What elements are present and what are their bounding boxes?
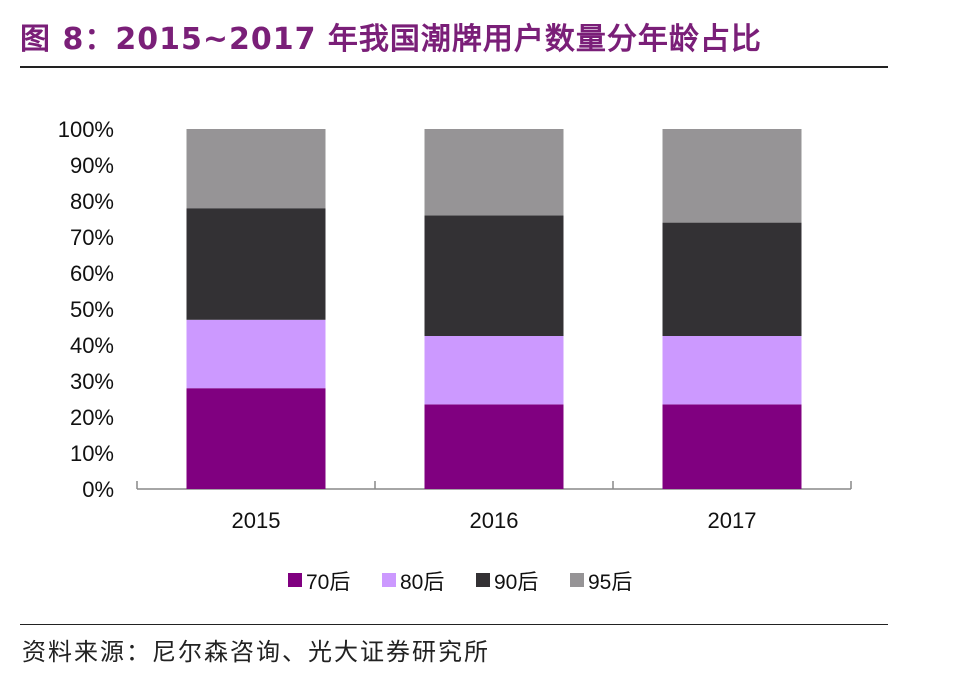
source-divider xyxy=(20,624,888,625)
y-tick-label: 40% xyxy=(70,333,114,358)
source-note: 资料来源：尼尔森咨询、光大证券研究所 xyxy=(22,638,490,666)
bar-segment-2016-2 xyxy=(424,215,564,336)
bar-segment-2015-3 xyxy=(186,129,326,209)
legend-swatch-3 xyxy=(570,573,584,587)
y-tick-label: 30% xyxy=(70,369,114,394)
y-tick-label: 80% xyxy=(70,189,114,214)
y-tick-label: 70% xyxy=(70,225,114,250)
bar-segment-2015-1 xyxy=(186,319,326,389)
y-tick-label: 10% xyxy=(70,441,114,466)
bar-segment-2015-0 xyxy=(186,388,326,489)
x-tick-label: 2017 xyxy=(708,508,757,533)
title-divider xyxy=(20,66,888,68)
y-tick-label: 100% xyxy=(58,117,114,142)
legend-swatch-0 xyxy=(288,573,302,587)
y-tick-label: 50% xyxy=(70,297,114,322)
y-tick-label: 90% xyxy=(70,153,114,178)
bar-segment-2016-1 xyxy=(424,336,564,405)
stacked-bar-chart: 0% 10% 20% 30% 40% 50% 60% 70% 80% 90% 100% 2015 201… xyxy=(58,117,852,594)
y-tick-label: 60% xyxy=(70,261,114,286)
legend-swatch-2 xyxy=(476,573,490,587)
x-tick-label: 2016 xyxy=(470,508,519,533)
bar-segment-2017-3 xyxy=(662,129,802,223)
y-tick-label: 20% xyxy=(70,405,114,430)
legend-label: 90后 xyxy=(494,571,538,594)
legend-label: 70后 xyxy=(306,571,350,594)
bar-segment-2016-3 xyxy=(424,129,564,216)
chart-title: 图 8：2015~2017 年我国潮牌用户数量分年龄占比 xyxy=(20,22,762,57)
bar-segment-2017-0 xyxy=(662,404,802,489)
legend-swatch-1 xyxy=(382,573,396,587)
bar-segment-2017-1 xyxy=(662,336,802,405)
bar-segment-2015-2 xyxy=(186,208,326,320)
bar-segment-2017-2 xyxy=(662,222,802,336)
bar-segment-2016-0 xyxy=(424,404,564,489)
legend-label: 80后 xyxy=(400,571,444,594)
legend-label: 95后 xyxy=(588,571,632,594)
x-tick-label: 2015 xyxy=(232,508,281,533)
y-tick-label: 0% xyxy=(82,477,114,502)
